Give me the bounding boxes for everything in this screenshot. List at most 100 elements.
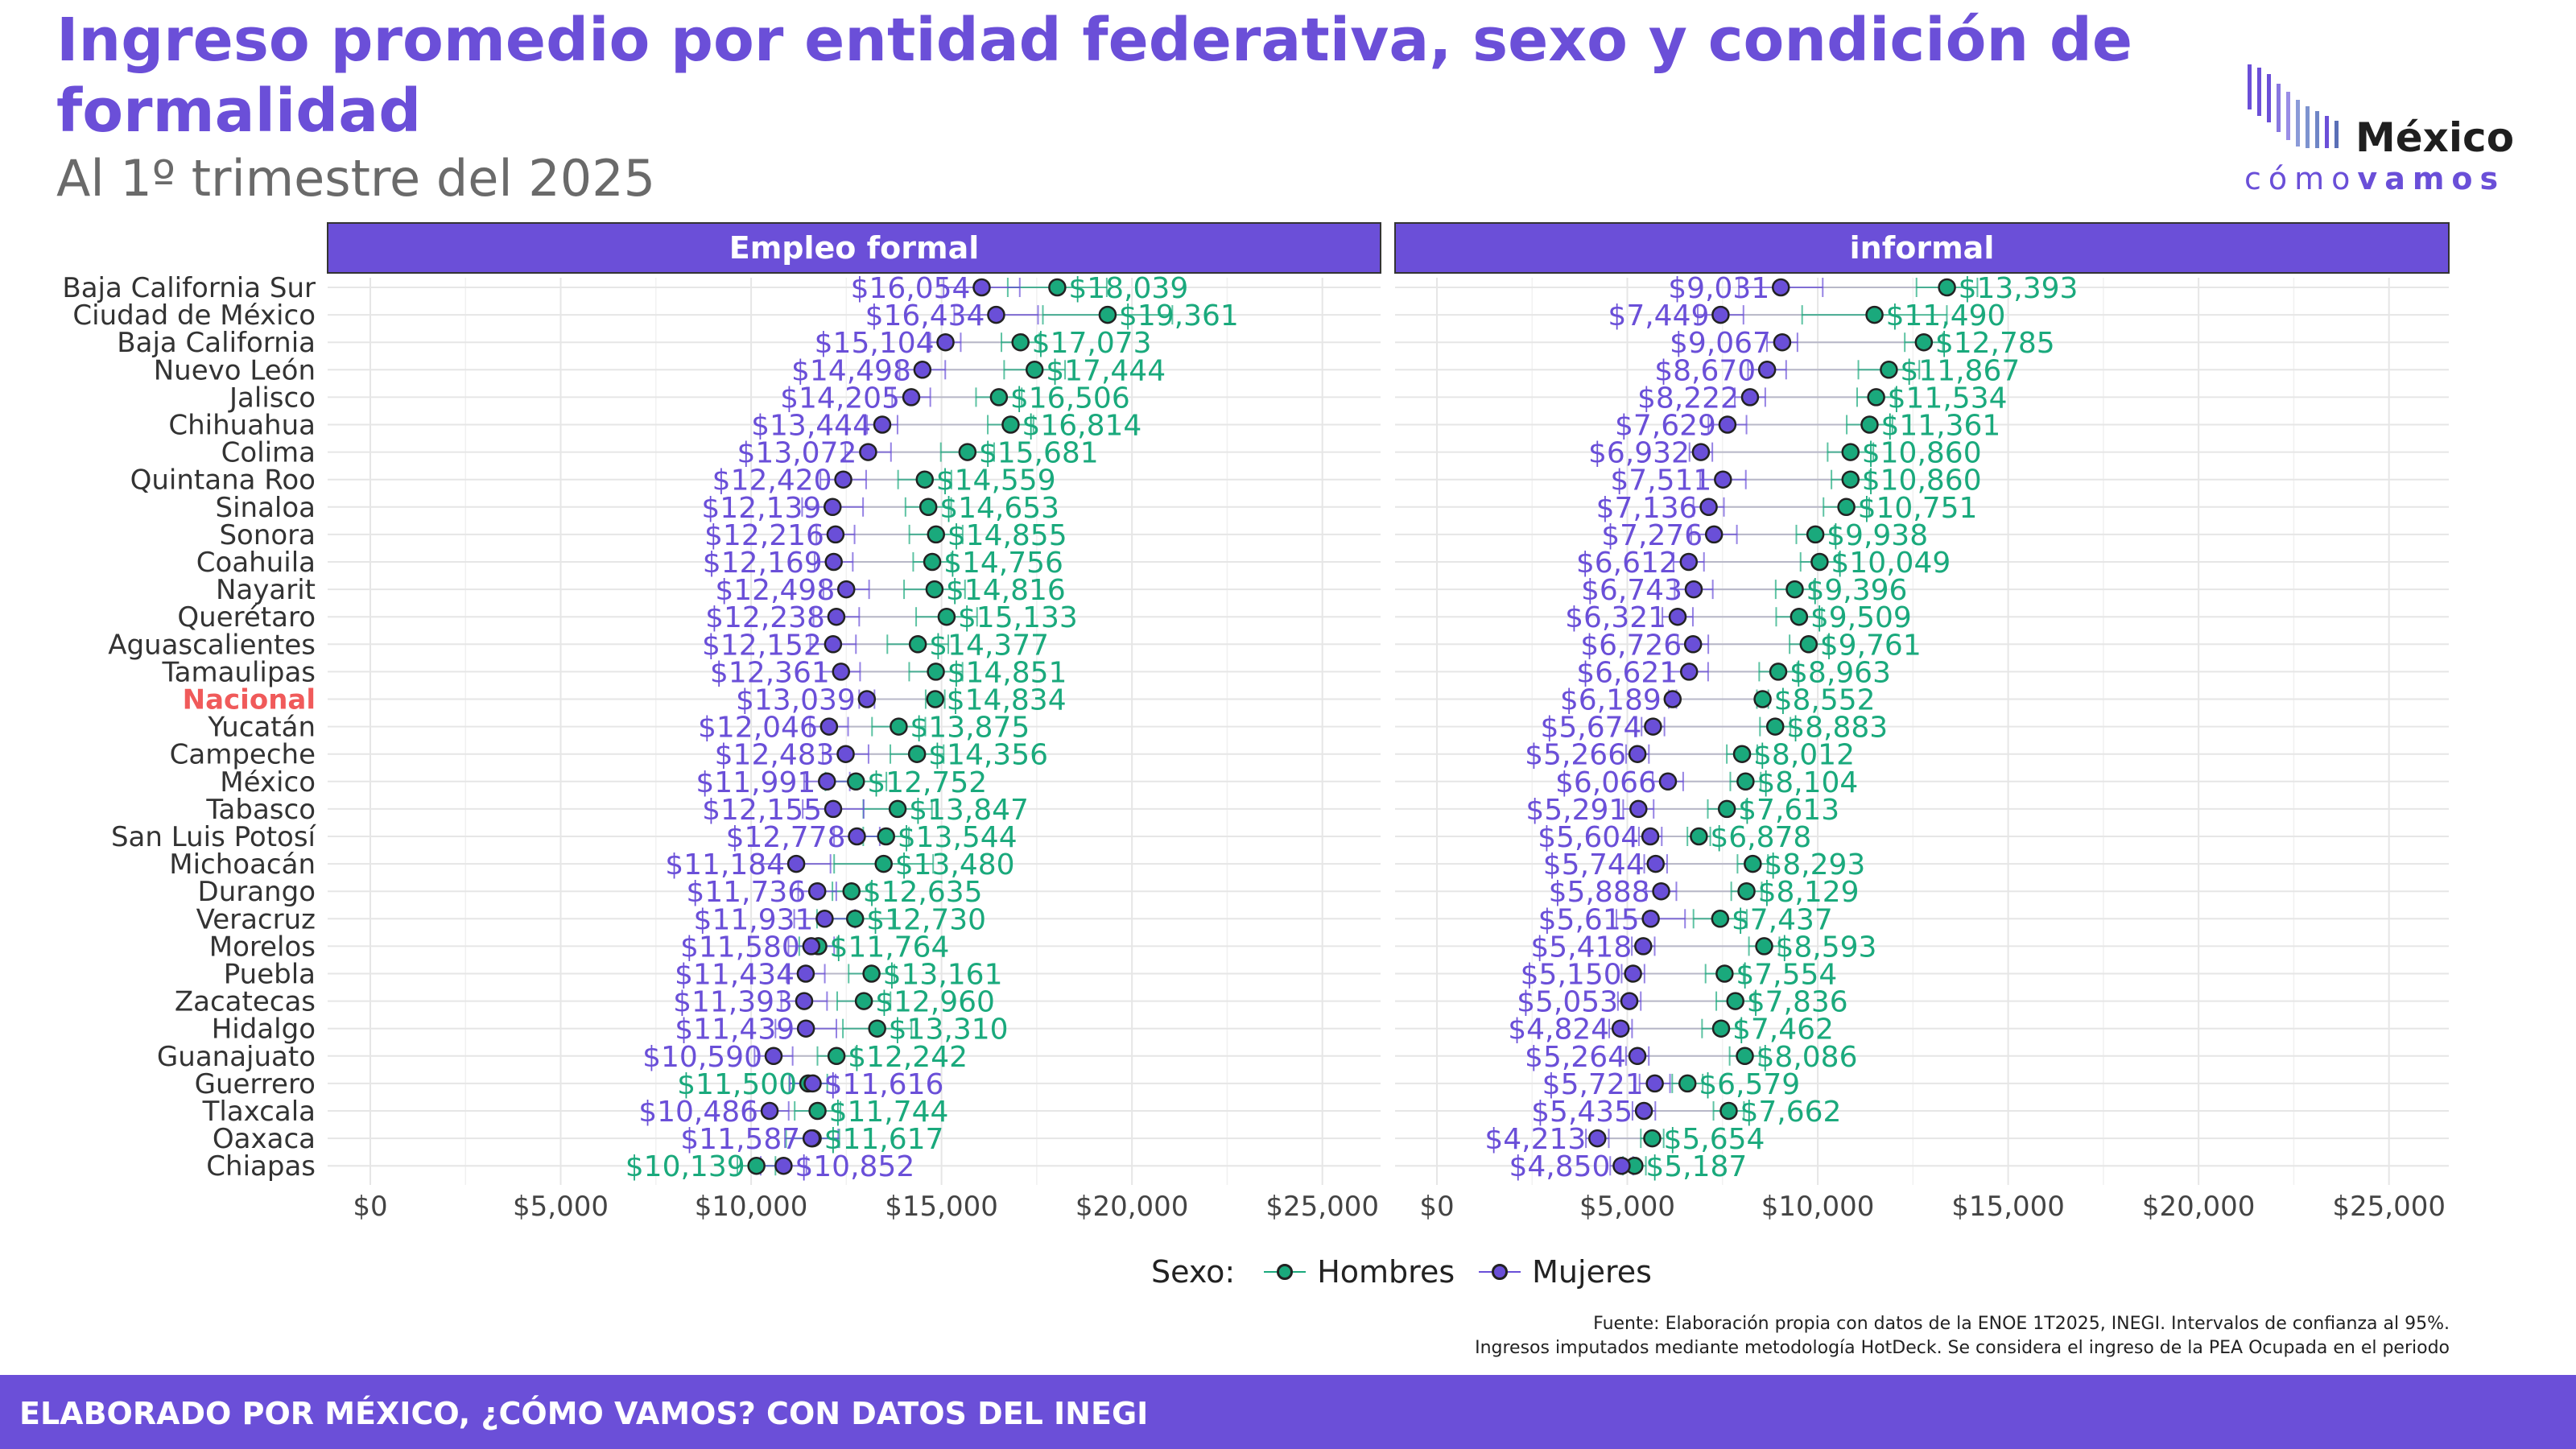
point-hombres (890, 717, 908, 736)
point-mujeres (1711, 305, 1730, 324)
point-hombres (874, 854, 893, 873)
value-label-low: $12,361 (710, 656, 830, 689)
point-hombres (1098, 305, 1117, 324)
point-mujeres (795, 992, 814, 1010)
category-label: Zacatecas (175, 986, 316, 1018)
category-label: Sonora (219, 519, 316, 551)
value-label-high: $15,133 (958, 601, 1078, 634)
value-label-high: $5,187 (1645, 1150, 1747, 1183)
value-label-low: $13,444 (751, 410, 871, 443)
value-label-low: $6,743 (1581, 574, 1682, 607)
value-label-high: $12,960 (875, 986, 995, 1019)
point-mujeres (764, 1046, 783, 1066)
point-mujeres (1588, 1129, 1607, 1148)
x-tick-label: $5,000 (1579, 1191, 1675, 1223)
value-label-high: $17,073 (1032, 327, 1152, 360)
value-label-high: $11,764 (830, 931, 950, 964)
point-hombres (1711, 1019, 1731, 1038)
value-label-low: $6,066 (1555, 766, 1657, 799)
point-hombres (1736, 1046, 1754, 1066)
point-mujeres (836, 745, 855, 763)
value-label-high: $11,617 (824, 1123, 944, 1156)
value-label-low: $11,580 (680, 931, 800, 964)
value-label-low: $8,670 (1654, 354, 1756, 387)
value-label-low: $10,590 (642, 1041, 762, 1074)
category-label: Guanajuato (157, 1041, 316, 1073)
value-label-low: $7,449 (1608, 299, 1709, 332)
point-mujeres (1624, 964, 1642, 983)
point-mujeres (913, 361, 932, 379)
point-mujeres (1663, 690, 1682, 708)
point-mujeres (818, 772, 836, 791)
point-hombres (1806, 525, 1825, 544)
value-label-high: $11,361 (1880, 410, 2000, 443)
value-label-low: $7,276 (1601, 519, 1703, 552)
point-mujeres (972, 278, 991, 297)
value-label-low: $13,072 (737, 437, 857, 470)
point-mujeres (826, 525, 845, 544)
point-mujeres (1658, 772, 1678, 791)
point-hombres (1785, 580, 1804, 599)
point-hombres (1736, 772, 1755, 791)
point-mujeres (837, 580, 856, 599)
point-mujeres (1652, 881, 1670, 901)
point-hombres (1678, 1074, 1697, 1093)
footer-banner: ELABORADO POR MÉXICO, ¿CÓMO VAMOS? CON D… (0, 1375, 2576, 1449)
point-mujeres (827, 607, 846, 626)
value-label-low: $6,321 (1565, 601, 1666, 634)
value-label-low: $11,500 (677, 1068, 797, 1101)
point-mujeres (1718, 415, 1737, 434)
value-label-high: $11,616 (824, 1068, 944, 1101)
point-hombres (1719, 1101, 1738, 1121)
value-label-low: $14,205 (780, 382, 900, 415)
point-mujeres (873, 415, 892, 434)
point-hombres (1799, 635, 1818, 654)
point-hombres (1711, 910, 1730, 928)
category-label: Michoacán (169, 848, 316, 881)
category-label: Ciudad de México (72, 299, 316, 332)
value-label-high: $13,393 (1959, 272, 2079, 305)
category-label: Chihuahua (168, 410, 316, 442)
point-hombres (1690, 827, 1708, 846)
category-label: Chiapas (206, 1150, 316, 1183)
point-mujeres (1679, 552, 1699, 572)
value-label-high: $10,852 (795, 1150, 914, 1183)
value-label-low: $6,189 (1560, 684, 1662, 717)
point-mujeres (760, 1101, 779, 1121)
value-label-low: $11,587 (680, 1123, 800, 1156)
value-label-high: $11,744 (829, 1096, 949, 1129)
point-mujeres (824, 497, 842, 517)
x-tick-label: $0 (353, 1191, 387, 1223)
point-hombres (1643, 1129, 1662, 1148)
point-mujeres (832, 663, 851, 681)
source-line-1: Fuente: Elaboración propia con datos de … (1593, 1314, 2450, 1334)
value-label-high: $8,883 (1786, 712, 1888, 745)
point-hombres (847, 772, 865, 791)
value-label-low: $6,621 (1576, 656, 1678, 689)
value-label-high: $7,662 (1740, 1096, 1841, 1129)
value-label-low: $5,264 (1525, 1041, 1626, 1074)
value-label-low: $11,736 (686, 876, 806, 909)
value-label-high: $10,860 (1862, 464, 1982, 497)
value-label-low: $5,721 (1542, 1068, 1644, 1101)
panel-strip (1394, 222, 2450, 274)
point-mujeres (786, 854, 806, 873)
value-label-low: $5,150 (1521, 959, 1622, 992)
point-mujeres (1612, 1156, 1631, 1175)
point-hombres (907, 745, 927, 763)
point-hombres (919, 497, 938, 517)
point-hombres (1726, 992, 1744, 1010)
value-label-high: $9,761 (1820, 629, 1922, 662)
value-label-high: $14,834 (947, 684, 1067, 717)
value-label-low: $12,498 (715, 574, 835, 607)
value-label-high: $10,049 (1831, 547, 1951, 580)
point-hombres (937, 607, 956, 626)
point-hombres (1025, 361, 1044, 379)
value-label-low: $8,222 (1637, 382, 1739, 415)
category-label: Colima (221, 437, 316, 469)
point-hombres (926, 690, 945, 708)
value-label-high: $12,242 (848, 1041, 968, 1074)
logo-name: México (2355, 114, 2515, 161)
x-tick-label: $15,000 (1951, 1191, 2065, 1223)
x-tick-label: $5,000 (513, 1191, 609, 1223)
